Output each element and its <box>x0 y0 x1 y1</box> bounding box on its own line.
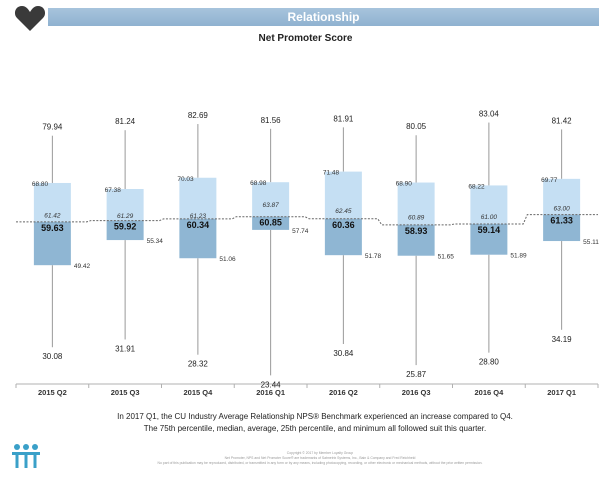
box-lower-quartile <box>543 214 581 242</box>
min-label: 23.44 <box>261 380 282 389</box>
p75-label: 71.48 <box>323 170 340 177</box>
average-label: 61.42 <box>44 212 61 219</box>
average-label: 62.45 <box>335 208 352 215</box>
max-label: 80.05 <box>406 122 427 131</box>
box-lower-quartile <box>324 218 362 256</box>
median-label: 60.34 <box>187 220 210 230</box>
box-upper-quartile <box>33 182 71 222</box>
median-label: 59.92 <box>114 222 137 232</box>
median-label: 59.63 <box>41 223 64 233</box>
average-label: 61.00 <box>481 214 498 221</box>
average-label: 61.29 <box>117 213 134 220</box>
average-label: 60.89 <box>408 215 425 222</box>
max-label: 81.56 <box>261 116 282 125</box>
p25-label: 49.42 <box>74 263 91 270</box>
min-label: 30.84 <box>333 349 354 358</box>
caption-line-1: In 2017 Q1, the CU Industry Average Rela… <box>117 412 513 421</box>
box-upper-quartile <box>543 178 581 215</box>
box-upper-quartile <box>324 171 362 219</box>
section-banner: Relationship <box>48 8 599 26</box>
median-trend-line <box>16 214 598 226</box>
p75-label: 68.22 <box>468 183 485 190</box>
box-upper-quartile <box>179 177 217 219</box>
p75-label: 67.38 <box>105 187 122 194</box>
box-upper-quartile <box>470 185 508 224</box>
chart-caption: In 2017 Q1, the CU Industry Average Rela… <box>60 411 570 435</box>
max-label: 81.91 <box>333 114 354 123</box>
x-tick-label: 2016 Q3 <box>402 388 431 397</box>
x-tick-label: 2016 Q4 <box>474 388 504 397</box>
p25-label: 51.06 <box>219 256 236 263</box>
median-label: 60.36 <box>332 220 355 230</box>
x-tick-label: 2016 Q2 <box>329 388 358 397</box>
footer-line-2: Net Promoter, NPS and Net Promoter Score… <box>224 456 416 460</box>
min-label: 28.32 <box>188 360 209 369</box>
average-label: 63.87 <box>262 202 279 209</box>
average-label: 61.23 <box>190 213 207 220</box>
box-lower-quartile <box>33 221 71 266</box>
x-tick-label: 2015 Q4 <box>183 388 213 397</box>
p25-label: 57.74 <box>292 228 309 235</box>
box-lower-quartile <box>252 216 290 230</box>
caption-line-2: The 75th percentile, median, average, 25… <box>143 424 487 433</box>
median-label: 61.33 <box>550 216 573 226</box>
box-plot-chart: 79.94 68.80 61.42 59.63 49.42 30.08 2015 Q2 81.… <box>15 110 599 397</box>
box-lower-quartile <box>106 220 144 241</box>
p75-label: 68.98 <box>250 180 267 187</box>
p25-label: 55.11 <box>583 239 599 246</box>
box-upper-quartile <box>252 182 290 217</box>
p25-label: 51.65 <box>438 254 455 261</box>
chart-title: Net Promoter Score <box>258 33 353 44</box>
copyright-footer: Copyright © 2017 by Member Loyalty Group… <box>60 451 580 466</box>
min-label: 30.08 <box>42 352 63 361</box>
x-tick-label: 2016 Q1 <box>256 388 285 397</box>
box-lower-quartile <box>397 224 435 256</box>
heart-icon <box>14 6 46 31</box>
max-label: 83.04 <box>479 110 500 119</box>
average-label: 63.00 <box>553 206 570 213</box>
x-tick-label: 2015 Q2 <box>38 388 67 397</box>
footer-line-1: Copyright © 2017 by Member Loyalty Group <box>286 451 354 455</box>
p25-label: 51.89 <box>510 253 527 260</box>
min-label: 25.87 <box>406 370 427 379</box>
p75-label: 68.90 <box>396 181 413 188</box>
min-label: 28.80 <box>479 358 500 367</box>
box-upper-quartile <box>397 182 435 225</box>
box-lower-quartile <box>179 218 217 259</box>
p75-label: 70.03 <box>177 176 194 183</box>
company-logo <box>12 444 40 468</box>
min-label: 34.19 <box>552 335 573 344</box>
p75-label: 69.77 <box>541 177 558 184</box>
max-label: 82.69 <box>188 111 209 120</box>
x-tick-label: 2017 Q1 <box>547 388 576 397</box>
footer-line-3: No part of this publication may be repro… <box>157 461 483 465</box>
x-tick-label: 2015 Q3 <box>111 388 140 397</box>
min-label: 31.91 <box>115 344 136 353</box>
p75-label: 68.80 <box>32 181 49 188</box>
median-label: 58.93 <box>405 226 428 236</box>
max-label: 81.42 <box>552 116 573 125</box>
p25-label: 55.34 <box>147 238 164 245</box>
p25-label: 51.78 <box>365 253 382 260</box>
max-label: 79.94 <box>42 123 63 132</box>
box-lower-quartile <box>470 223 508 255</box>
box-upper-quartile <box>106 188 144 221</box>
median-label: 60.85 <box>259 218 282 228</box>
median-label: 59.14 <box>478 225 501 235</box>
max-label: 81.24 <box>115 117 136 126</box>
